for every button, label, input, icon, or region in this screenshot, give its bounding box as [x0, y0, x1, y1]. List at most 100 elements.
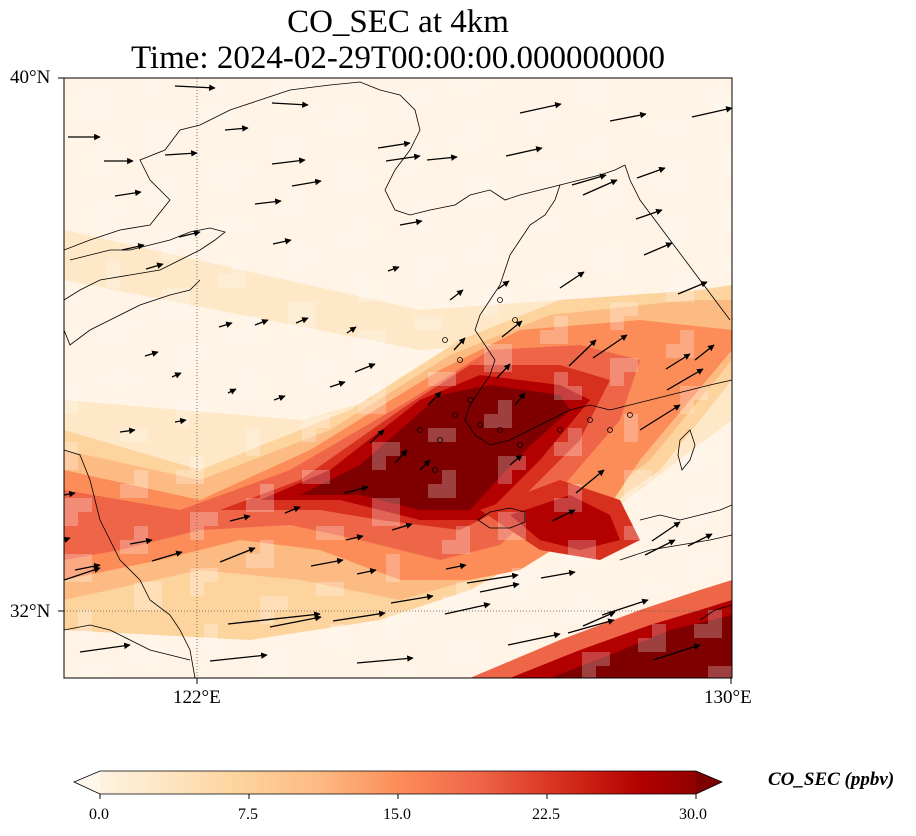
wind-arrow-39: [254, 319, 269, 326]
wind-arrow-57: [419, 459, 431, 471]
island-0: [467, 397, 473, 403]
wind-arrow-31: [559, 271, 585, 289]
colorbar-tick-3: 22.5: [532, 806, 560, 823]
island-3: [497, 427, 503, 433]
wind-arrow-40: [295, 317, 309, 324]
wind-arrow-45: [273, 394, 286, 402]
colorbar-tick-1: 7.5: [238, 806, 258, 823]
wind-arrow-62: [644, 539, 676, 556]
wind-arrow-41: [346, 326, 357, 334]
wind-arrow-7: [609, 111, 647, 122]
colorbar-tick-4: 30.0: [679, 806, 707, 823]
wind-arrow-14: [291, 178, 322, 187]
wind-arrow-1: [271, 101, 309, 108]
coastlines: [64, 81, 732, 678]
wind-arrow-12: [505, 146, 543, 157]
wind-arrow-64: [64, 490, 76, 498]
wind-arrow-53: [119, 427, 136, 434]
wind-arrow-74: [310, 557, 344, 567]
wind-arrow-19: [582, 179, 618, 196]
wind-arrow-79: [64, 566, 101, 581]
lon-label-122: 122°E: [173, 687, 221, 708]
wind-arrow-15: [114, 189, 142, 197]
corner-plume-core: [550, 615, 732, 678]
wind-arrow-49: [453, 337, 466, 351]
island-8: [607, 427, 613, 433]
coastline-3: [64, 449, 196, 678]
island-15: [512, 317, 518, 323]
wind-arrow-58: [509, 454, 523, 466]
wind-arrow-70: [284, 506, 301, 514]
plot-frame: [63, 77, 733, 679]
island-13: [442, 337, 448, 343]
wind-arrow-75: [356, 568, 377, 575]
wind-arrow-88: [567, 618, 615, 634]
wind-arrow-18: [571, 173, 607, 186]
colorbar-tick-2: 15.0: [383, 806, 411, 823]
wind-arrow-83: [332, 610, 386, 622]
wind-arrow-5: [224, 125, 249, 132]
wind-arrow-78: [540, 569, 576, 579]
island-14: [497, 297, 503, 303]
wind-arrow-42: [144, 350, 159, 357]
lat-label-32: 32°N: [10, 601, 51, 622]
secondary-plume-core: [510, 495, 620, 550]
colorbar-extend-high: [696, 771, 722, 794]
wind-arrow-84: [390, 593, 434, 604]
wind-arrow-67: [151, 550, 183, 562]
wind-arrow-36: [666, 368, 704, 391]
wind-arrow-69: [229, 514, 251, 522]
coastline-9: [639, 504, 732, 521]
wind-arrow-34: [592, 334, 628, 359]
map-title-line2: Time: 2024-02-29T00:00:00.000000000: [130, 40, 666, 76]
wind-arrow-25: [121, 243, 145, 251]
wind-arrow-71: [343, 485, 369, 494]
wind-arrow-77: [466, 572, 519, 584]
coastline-5: [624, 164, 731, 321]
wind-arrow-66: [129, 537, 153, 545]
wind-arrow-35: [665, 353, 691, 370]
island-12: [457, 357, 463, 363]
wind-arrow-92: [79, 642, 131, 653]
wind-arrow-72: [345, 534, 364, 541]
wind-arrow-76: [445, 562, 467, 570]
wind-arrow-91: [652, 643, 701, 661]
coastline-7: [477, 507, 526, 529]
island-6: [557, 427, 563, 433]
colorbar-extend-low: [74, 771, 100, 794]
plot-area: [64, 78, 732, 678]
wind-arrow-65: [64, 536, 71, 543]
island-5: [517, 442, 523, 448]
wind-arrow-82: [269, 614, 322, 628]
wind-arrow-32: [501, 320, 523, 338]
wind-arrow-28: [387, 265, 400, 273]
wind-arrow-24: [178, 230, 201, 238]
wind-vectors: [64, 84, 732, 664]
wind-arrow-81: [227, 611, 321, 625]
wind-arrow-47: [354, 363, 376, 373]
island-1: [452, 412, 458, 418]
concentration-field: [64, 78, 732, 678]
wind-arrow-0: [174, 84, 216, 91]
coastline-2: [64, 279, 201, 346]
colorbar: [73, 770, 723, 799]
colorbar-label: CO_SEC (ppbv): [768, 769, 895, 790]
wind-arrow-68: [219, 547, 256, 563]
wind-arrow-85: [444, 602, 491, 615]
wind-arrow-33: [568, 339, 597, 367]
gridlines: [64, 78, 732, 678]
coastline-6: [464, 184, 732, 446]
wind-arrow-48: [427, 391, 442, 406]
wind-arrow-50: [496, 363, 511, 379]
wind-arrow-61: [651, 521, 681, 542]
wind-arrow-43: [171, 372, 182, 379]
wind-arrow-89: [582, 611, 616, 627]
wind-arrow-30: [497, 280, 510, 290]
wind-arrow-63: [687, 533, 713, 547]
wind-arrow-17: [399, 218, 423, 226]
wind-arrow-16: [254, 198, 282, 205]
wind-arrow-4: [164, 150, 198, 157]
wind-arrow-29: [449, 289, 464, 301]
coastline-11: [699, 604, 732, 621]
island-11: [432, 467, 438, 473]
